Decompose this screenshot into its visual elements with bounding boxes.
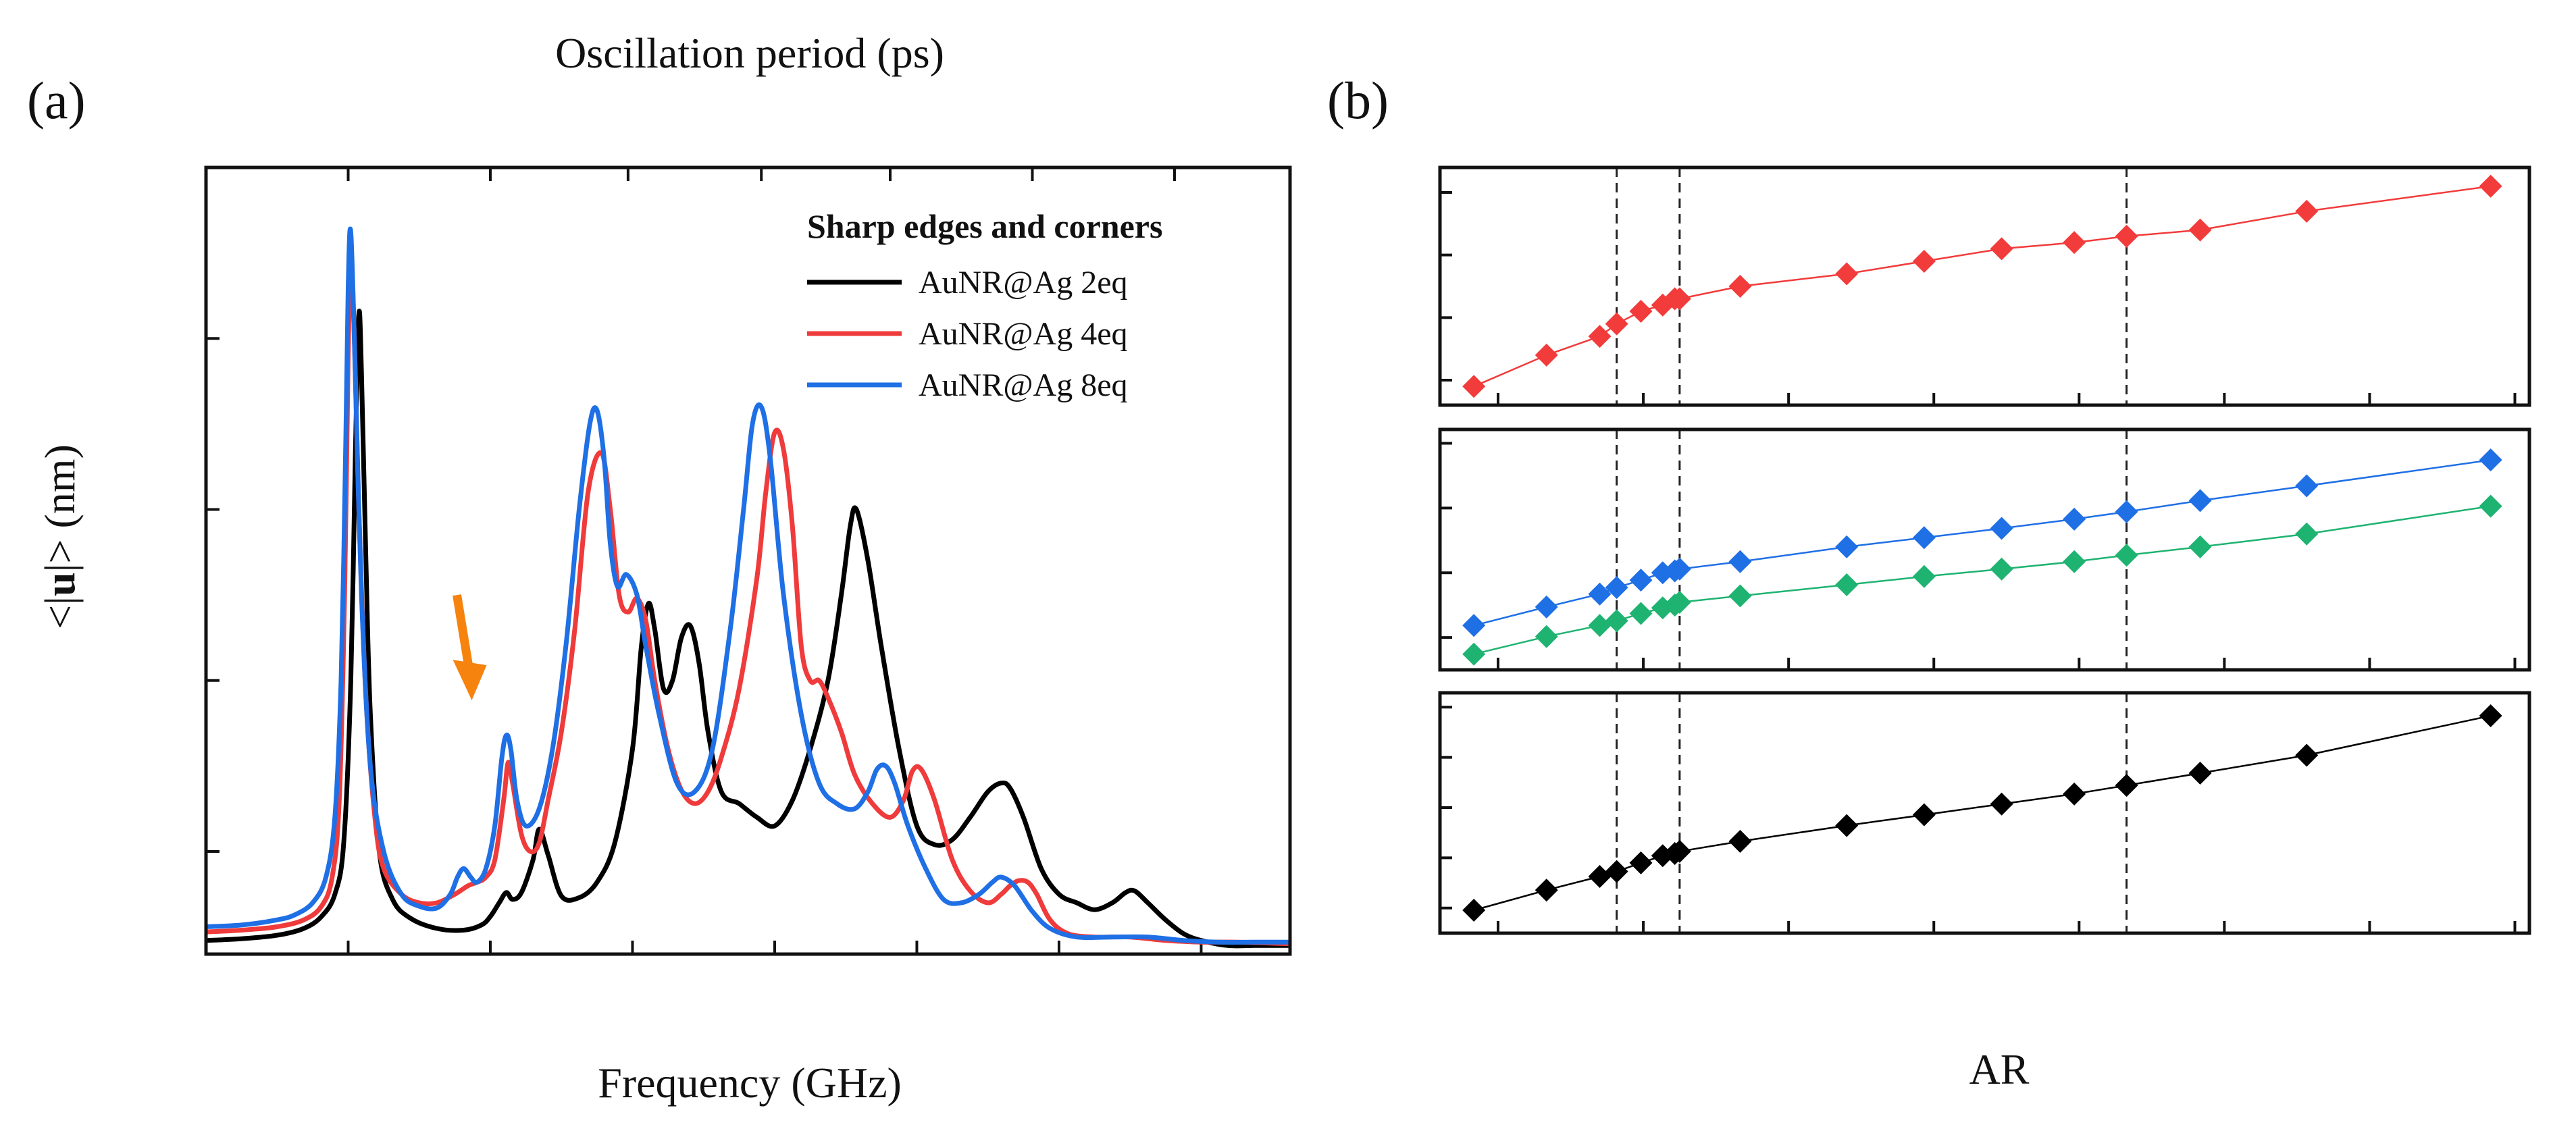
series-line-Mode-4 <box>1473 714 2491 912</box>
data-point-Mode-2 <box>2295 474 2319 498</box>
series-line-Mode-2 <box>1473 458 2491 627</box>
legend-label-2eq: AuNR@Ag 2eq <box>919 265 1128 300</box>
data-point-Mode-3 <box>1535 625 1558 648</box>
data-point-Mode-2 <box>1588 582 1612 606</box>
legend-label-4eq: AuNR@Ag 4eq <box>919 316 1128 352</box>
y-axis-title-open: <| <box>36 596 84 629</box>
subplot-frame <box>1438 691 2531 935</box>
series-line-2eq <box>205 309 1290 949</box>
data-point-Mode-3 <box>1990 557 2013 581</box>
data-point-Mode-3 <box>2295 522 2319 546</box>
series-line-Mode-3 <box>1473 505 2491 655</box>
data-point-Mode-4 <box>1835 814 1859 837</box>
panel-a-label: (a) <box>27 71 86 130</box>
data-point-Mode-3 <box>1728 584 1752 608</box>
data-point-Mode-3 <box>1668 591 1691 614</box>
data-point-Mode-1 <box>1912 249 1936 273</box>
subplot-3 <box>1438 691 2531 935</box>
panel-a-top-axis-title: Oscillation period (ps) <box>555 29 944 77</box>
data-point-Mode-4 <box>2479 704 2502 728</box>
panel-a-y-axis-title: <|u|> (nm) <box>36 444 84 629</box>
annotation-arrow-head <box>453 660 487 701</box>
data-point-Mode-1 <box>1605 312 1628 336</box>
data-point-Mode-1 <box>2063 231 2086 255</box>
data-point-Mode-1 <box>1588 325 1612 348</box>
data-point-Mode-2 <box>1990 517 2013 540</box>
legend: Sharp edges and corners AuNR@Ag 2eq AuNR… <box>807 207 1162 403</box>
data-point-Mode-3 <box>1462 642 1486 666</box>
data-point-Mode-4 <box>1668 839 1691 863</box>
data-point-Mode-3 <box>2188 535 2212 558</box>
data-point-Mode-3 <box>1605 609 1628 633</box>
data-point-Mode-2 <box>1629 569 1653 592</box>
panel-a-frame <box>204 165 1292 956</box>
subplot-frame <box>1438 427 2531 672</box>
data-point-Mode-1 <box>2295 199 2319 223</box>
series-line-Mode-1 <box>1473 185 2491 388</box>
data-point-Mode-4 <box>1912 803 1936 826</box>
data-point-Mode-2 <box>1728 550 1752 573</box>
y-axis-title-close: |> (nm) <box>36 444 84 572</box>
data-point-Mode-1 <box>1990 237 2013 261</box>
data-point-Mode-2 <box>1668 557 1691 581</box>
data-point-Mode-1 <box>1629 300 1653 323</box>
data-point-Mode-4 <box>1605 860 1628 883</box>
data-point-Mode-1 <box>1835 262 1859 286</box>
panel-b-x-axis-title: AR <box>1969 1045 2030 1093</box>
data-point-Mode-1 <box>1535 343 1558 367</box>
data-point-Mode-3 <box>2115 544 2138 567</box>
data-point-Mode-2 <box>2188 489 2212 513</box>
data-point-Mode-3 <box>1912 564 1936 588</box>
data-point-Mode-4 <box>2188 762 2212 785</box>
subplot-2 <box>1438 427 2531 672</box>
data-point-Mode-2 <box>1835 535 1859 558</box>
data-point-Mode-4 <box>2295 743 2319 767</box>
data-point-Mode-4 <box>1728 829 1752 853</box>
data-point-Mode-4 <box>2115 774 2138 797</box>
data-point-Mode-2 <box>1912 526 1936 550</box>
data-point-Mode-2 <box>2479 448 2502 472</box>
data-point-Mode-2 <box>1605 576 1628 600</box>
data-point-Mode-4 <box>2063 782 2086 806</box>
data-point-Mode-2 <box>1535 595 1558 619</box>
legend-title: Sharp edges and corners <box>807 207 1162 245</box>
annotation-arrow-shaft <box>453 594 473 671</box>
data-point-Mode-4 <box>1535 878 1558 902</box>
data-point-Mode-4 <box>1629 851 1653 874</box>
data-point-Mode-1 <box>2115 224 2138 248</box>
data-point-Mode-3 <box>2479 494 2502 518</box>
data-point-Mode-3 <box>1629 602 1653 625</box>
y-axis-title-u: u <box>36 572 84 596</box>
data-point-Mode-3 <box>2063 550 2086 573</box>
data-point-Mode-1 <box>1668 287 1691 311</box>
data-point-Mode-4 <box>1588 865 1612 889</box>
data-point-Mode-4 <box>1462 898 1486 922</box>
data-point-Mode-4 <box>1990 792 2013 816</box>
data-point-Mode-3 <box>1588 614 1612 637</box>
series-line-8eq <box>205 226 1290 945</box>
data-point-Mode-2 <box>1462 614 1486 637</box>
panel-a-x-axis-title: Frequency (GHz) <box>598 1059 902 1107</box>
data-point-Mode-1 <box>2479 174 2502 198</box>
subplot-1 <box>1438 165 2531 407</box>
panel-a: (a) Oscillation period (ps) Frequency (G… <box>27 29 1292 1107</box>
subplot-frame <box>1438 165 2531 407</box>
panel-a-series <box>205 226 1291 949</box>
data-point-Mode-2 <box>2063 507 2086 531</box>
panel-b: (b) AR <box>1327 71 2531 1093</box>
data-point-Mode-2 <box>2115 500 2138 523</box>
data-point-Mode-1 <box>2188 218 2212 242</box>
panel-b-label: (b) <box>1327 71 1389 130</box>
data-point-Mode-1 <box>1728 275 1752 298</box>
panel-b-content <box>1438 165 2531 935</box>
panel-a-annotation <box>453 594 487 701</box>
data-point-Mode-3 <box>1835 573 1859 597</box>
data-point-Mode-1 <box>1462 375 1486 398</box>
legend-label-8eq: AuNR@Ag 8eq <box>919 367 1128 403</box>
